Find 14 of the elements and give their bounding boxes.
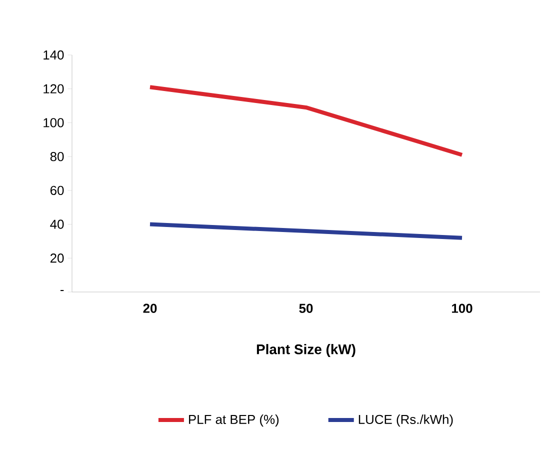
y-tick-label: 140 xyxy=(44,50,64,60)
y-tick-label: 60 xyxy=(50,186,64,196)
y-tick-label: 20 xyxy=(50,254,64,263)
y-tick-label: - xyxy=(60,290,64,292)
y-tick-label: 120 xyxy=(44,84,64,94)
x-tick-label: 20 xyxy=(143,304,157,313)
x-tick-label: 50 xyxy=(299,304,313,313)
x-axis-title: Plant Size (kW) xyxy=(256,344,356,358)
y-tick-label: 80 xyxy=(50,152,64,162)
legend-label: PLF at BEP (%) xyxy=(189,414,279,427)
y-tick-label: 40 xyxy=(50,220,64,229)
y-tick-label: 100 xyxy=(44,118,64,128)
legend-label: LUCE (Rs./kWh) xyxy=(358,414,453,427)
x-tick-label: 100 xyxy=(452,304,472,313)
